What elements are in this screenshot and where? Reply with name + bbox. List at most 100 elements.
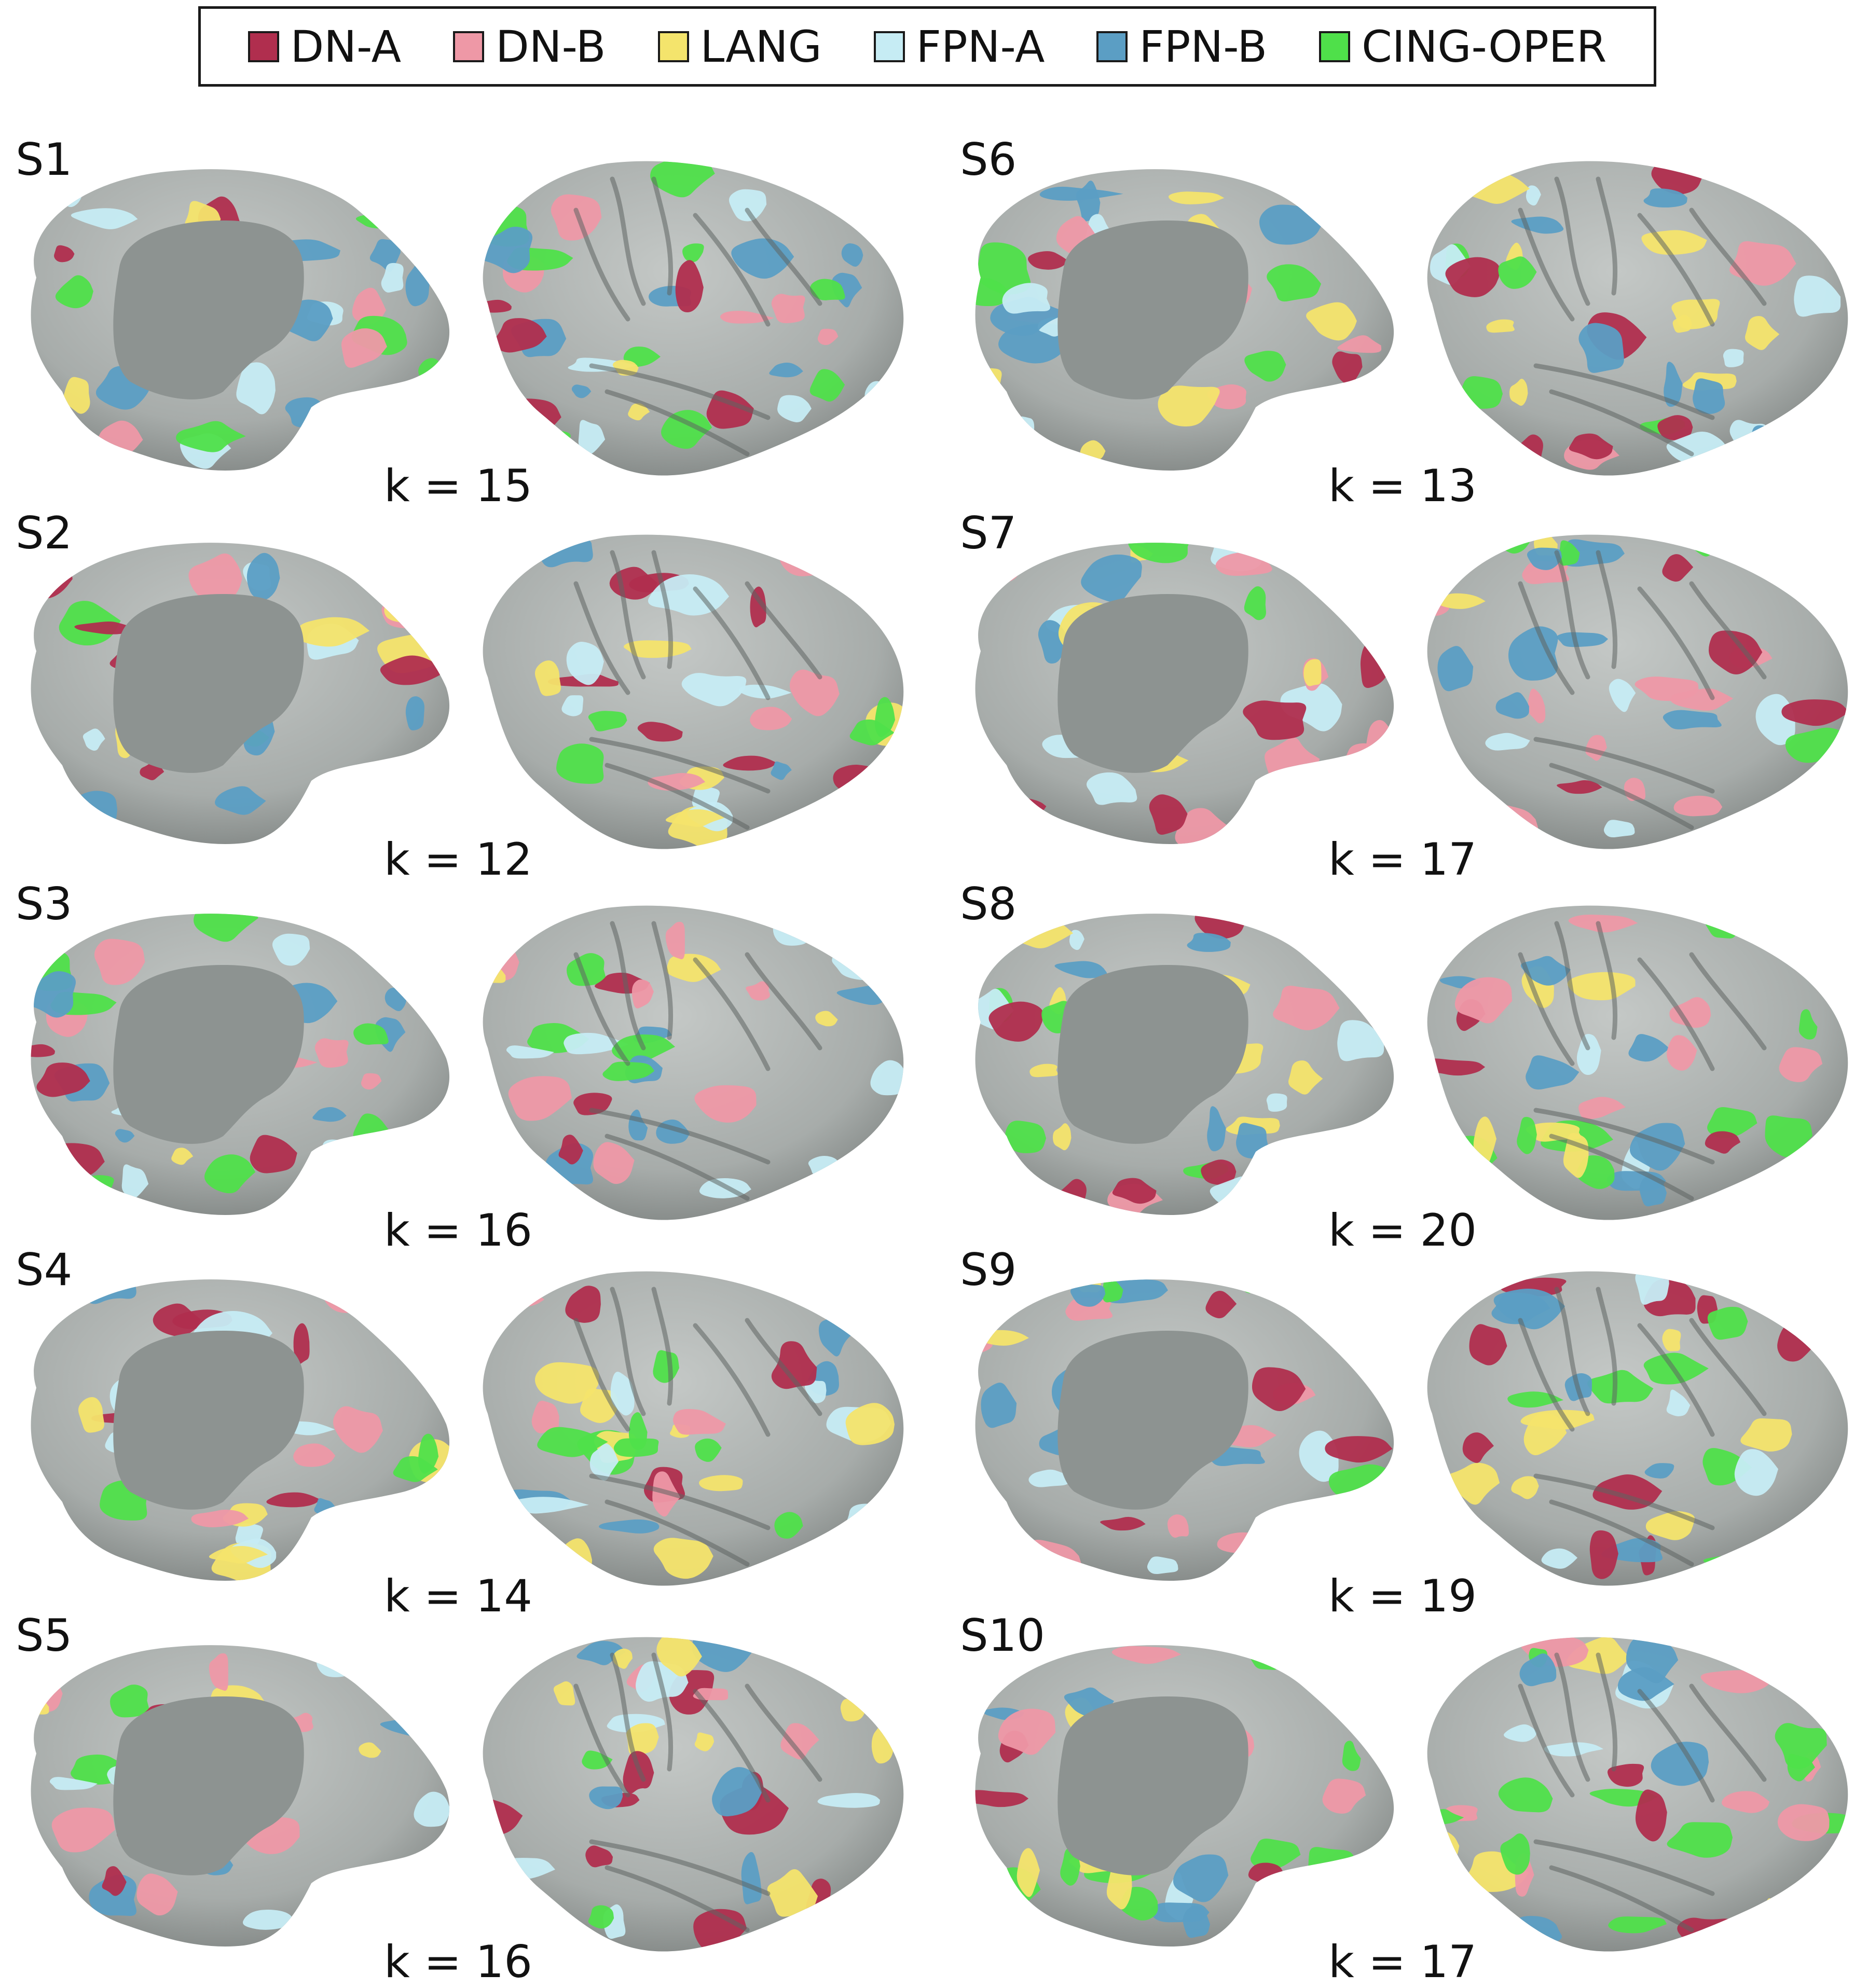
network-region xyxy=(1734,1449,1778,1496)
network-region xyxy=(1268,543,1294,566)
network-region xyxy=(1313,781,1382,836)
network-region xyxy=(626,1723,659,1756)
sulcus xyxy=(651,921,674,1040)
sulcus xyxy=(573,581,630,695)
network-region xyxy=(1669,997,1711,1028)
medial-brain-svg xyxy=(975,914,1394,1215)
network-region xyxy=(1427,1165,1482,1195)
network-region xyxy=(1677,1917,1732,1951)
sulcus xyxy=(1549,763,1694,830)
legend-label-cing-oper: CING-OPER xyxy=(1362,21,1607,72)
network-region xyxy=(1520,1410,1595,1430)
network-region xyxy=(829,1184,851,1199)
network-region xyxy=(573,1093,612,1115)
network-region xyxy=(981,1383,1017,1428)
subject-panel: S5 k = 16 xyxy=(0,1613,934,1984)
network-region xyxy=(1781,699,1848,726)
network-region xyxy=(1207,1106,1226,1152)
network-region xyxy=(817,1793,880,1808)
network-region xyxy=(1365,720,1394,774)
network-region xyxy=(1168,191,1225,204)
network-region xyxy=(1745,316,1780,350)
lateral-brain-svg xyxy=(483,1271,904,1586)
sulcus xyxy=(1689,1683,1767,1782)
medial-brain-svg xyxy=(975,543,1394,844)
sulcus xyxy=(651,550,674,669)
legend-label-lang: LANG xyxy=(700,21,822,72)
network-region xyxy=(1503,1724,1537,1742)
network-region xyxy=(537,1427,608,1457)
medial-surface-s2 xyxy=(0,521,457,853)
network-region xyxy=(102,1866,127,1896)
network-region xyxy=(384,596,449,626)
network-region xyxy=(988,1001,1043,1042)
network-region xyxy=(78,1397,104,1433)
sulcus xyxy=(651,176,674,296)
network-region xyxy=(809,369,845,402)
sulcus xyxy=(573,1683,630,1798)
network-region xyxy=(1495,692,1529,719)
network-region xyxy=(1617,1667,1674,1701)
network-region xyxy=(1568,914,1638,933)
network-region xyxy=(1764,1898,1784,1950)
network-region xyxy=(1662,554,1694,582)
network-region xyxy=(565,1286,601,1323)
medial-brain-svg xyxy=(31,543,450,844)
network-region xyxy=(694,1085,757,1123)
network-region xyxy=(1556,632,1609,647)
network-region xyxy=(322,1279,387,1313)
network-region xyxy=(585,1845,613,1868)
network-region xyxy=(582,1750,613,1770)
network-region xyxy=(602,1061,655,1081)
network-region xyxy=(1775,1723,1827,1769)
subject-panel: S2 k = 12 xyxy=(0,511,934,882)
network-region xyxy=(712,1767,762,1817)
network-region xyxy=(380,655,444,685)
network-region xyxy=(553,1681,575,1706)
network-region xyxy=(321,1139,355,1167)
network-region xyxy=(1427,1870,1474,1902)
network-region xyxy=(1288,1060,1323,1095)
sulcus xyxy=(1689,1318,1767,1416)
network-region xyxy=(1779,1047,1823,1082)
lateral-brain-svg xyxy=(483,161,904,476)
lateral-surface-s6 xyxy=(1401,148,1858,480)
network-region xyxy=(1645,1511,1695,1540)
network-region xyxy=(352,287,386,325)
network-region xyxy=(31,1044,55,1057)
network-region xyxy=(1528,688,1546,724)
network-region xyxy=(483,938,519,981)
network-region xyxy=(365,1537,400,1571)
network-region xyxy=(779,534,844,576)
network-region xyxy=(1106,1864,1132,1910)
network-region xyxy=(67,791,117,830)
network-region xyxy=(1102,1279,1123,1303)
network-region xyxy=(1299,180,1370,219)
sulcus xyxy=(693,1323,771,1437)
subject-label: S10 xyxy=(960,1610,1046,1662)
network-region xyxy=(31,1695,49,1715)
network-region xyxy=(272,933,310,966)
network-region xyxy=(1671,299,1720,329)
lateral-brain-svg xyxy=(1427,161,1848,476)
network-region xyxy=(1100,1516,1146,1531)
network-region xyxy=(1486,319,1515,333)
network-region xyxy=(1522,561,1570,584)
sulcus xyxy=(1637,586,1715,700)
network-region xyxy=(1667,1035,1697,1071)
network-region xyxy=(1466,1851,1529,1892)
sulcus xyxy=(605,1134,750,1201)
sulcus xyxy=(1596,176,1618,296)
subject-label: S8 xyxy=(960,878,1017,930)
k-value-label: k = 13 xyxy=(1328,460,1477,512)
network-region xyxy=(1273,986,1340,1030)
network-region xyxy=(1544,1742,1604,1757)
medial-surface-s4 xyxy=(0,1258,457,1590)
network-region xyxy=(359,1742,381,1758)
network-region xyxy=(316,1645,354,1677)
network-region xyxy=(1280,683,1342,731)
network-region xyxy=(1040,1279,1074,1290)
network-region xyxy=(1325,1436,1393,1463)
lateral-brain-svg xyxy=(1427,905,1848,1220)
medial-wall xyxy=(1057,1696,1248,1875)
